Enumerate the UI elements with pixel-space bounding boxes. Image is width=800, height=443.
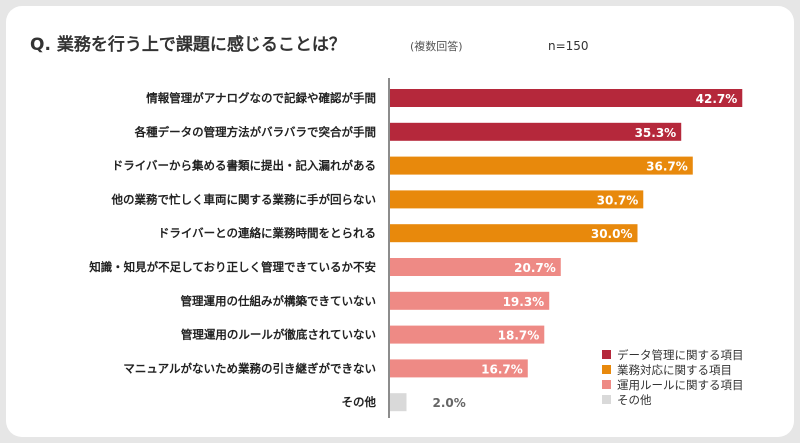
legend-swatch: [602, 350, 611, 359]
bars-group: 情報管理がアナログなので記録や確認が手間 42.7% 各種データの管理方法がバラバラ…: [88, 89, 743, 412]
category-label: 各種データの管理方法がバラバラで突合が手間: [134, 125, 376, 139]
legend-entry: その他: [617, 393, 652, 407]
legend-swatch: [602, 395, 611, 404]
bar: [390, 224, 638, 243]
chart-subtitle: (複数回答): [410, 39, 463, 53]
bar: [390, 190, 644, 209]
legend-swatch: [602, 365, 611, 374]
bar-value-label: 35.3%: [635, 126, 677, 140]
category-label: 情報管理がアナログなので記録や確認が手間: [145, 91, 376, 105]
category-label: ドライバーとの連絡に業務時間をとられる: [158, 226, 376, 240]
bar: [390, 156, 693, 175]
legend-entry: 業務対応に関する項目: [617, 363, 732, 377]
legend-entry: データ管理に関する項目: [617, 348, 744, 362]
bar: [390, 122, 682, 141]
bar-value-label: 16.7%: [481, 362, 523, 376]
bar-value-label: 30.7%: [597, 193, 639, 207]
category-label: 他の業務で忙しく車両に関する業務に手が回らない: [111, 192, 377, 206]
sample-size: n=150: [548, 39, 589, 53]
bar: [390, 89, 743, 107]
category-label: 管理運用のルールが徹底されていない: [181, 328, 376, 342]
category-label: マニュアルがないため業務の引き継ぎができない: [123, 361, 376, 375]
bar: [390, 325, 545, 344]
category-label: 知識・知見が不足しており正しく管理できているか不安: [88, 260, 376, 274]
legend-entry: 運用ルールに関する項目: [617, 378, 744, 392]
bar-value-label: 18.7%: [498, 329, 540, 343]
bar: [390, 291, 550, 310]
bar: [390, 258, 561, 276]
bar-value-label: 42.7%: [696, 92, 738, 106]
bar-value-label: 36.7%: [646, 160, 688, 174]
bar-value-label: 20.7%: [514, 261, 556, 275]
bar-value-label: 2.0%: [433, 396, 466, 410]
bar-value-label: 19.3%: [503, 295, 545, 309]
category-label: ドライバーから集める書類に提出・記入漏れがある: [112, 159, 376, 173]
bar-value-label: 30.0%: [591, 227, 633, 241]
category-label: 管理運用の仕組みが構築できていない: [181, 294, 377, 308]
category-label: その他: [342, 395, 377, 409]
bar: [390, 359, 528, 378]
bar: [390, 393, 407, 412]
chart-title: Q. 業務を行う上で課題に感じることは？: [30, 34, 346, 55]
legend-swatch: [602, 380, 611, 389]
